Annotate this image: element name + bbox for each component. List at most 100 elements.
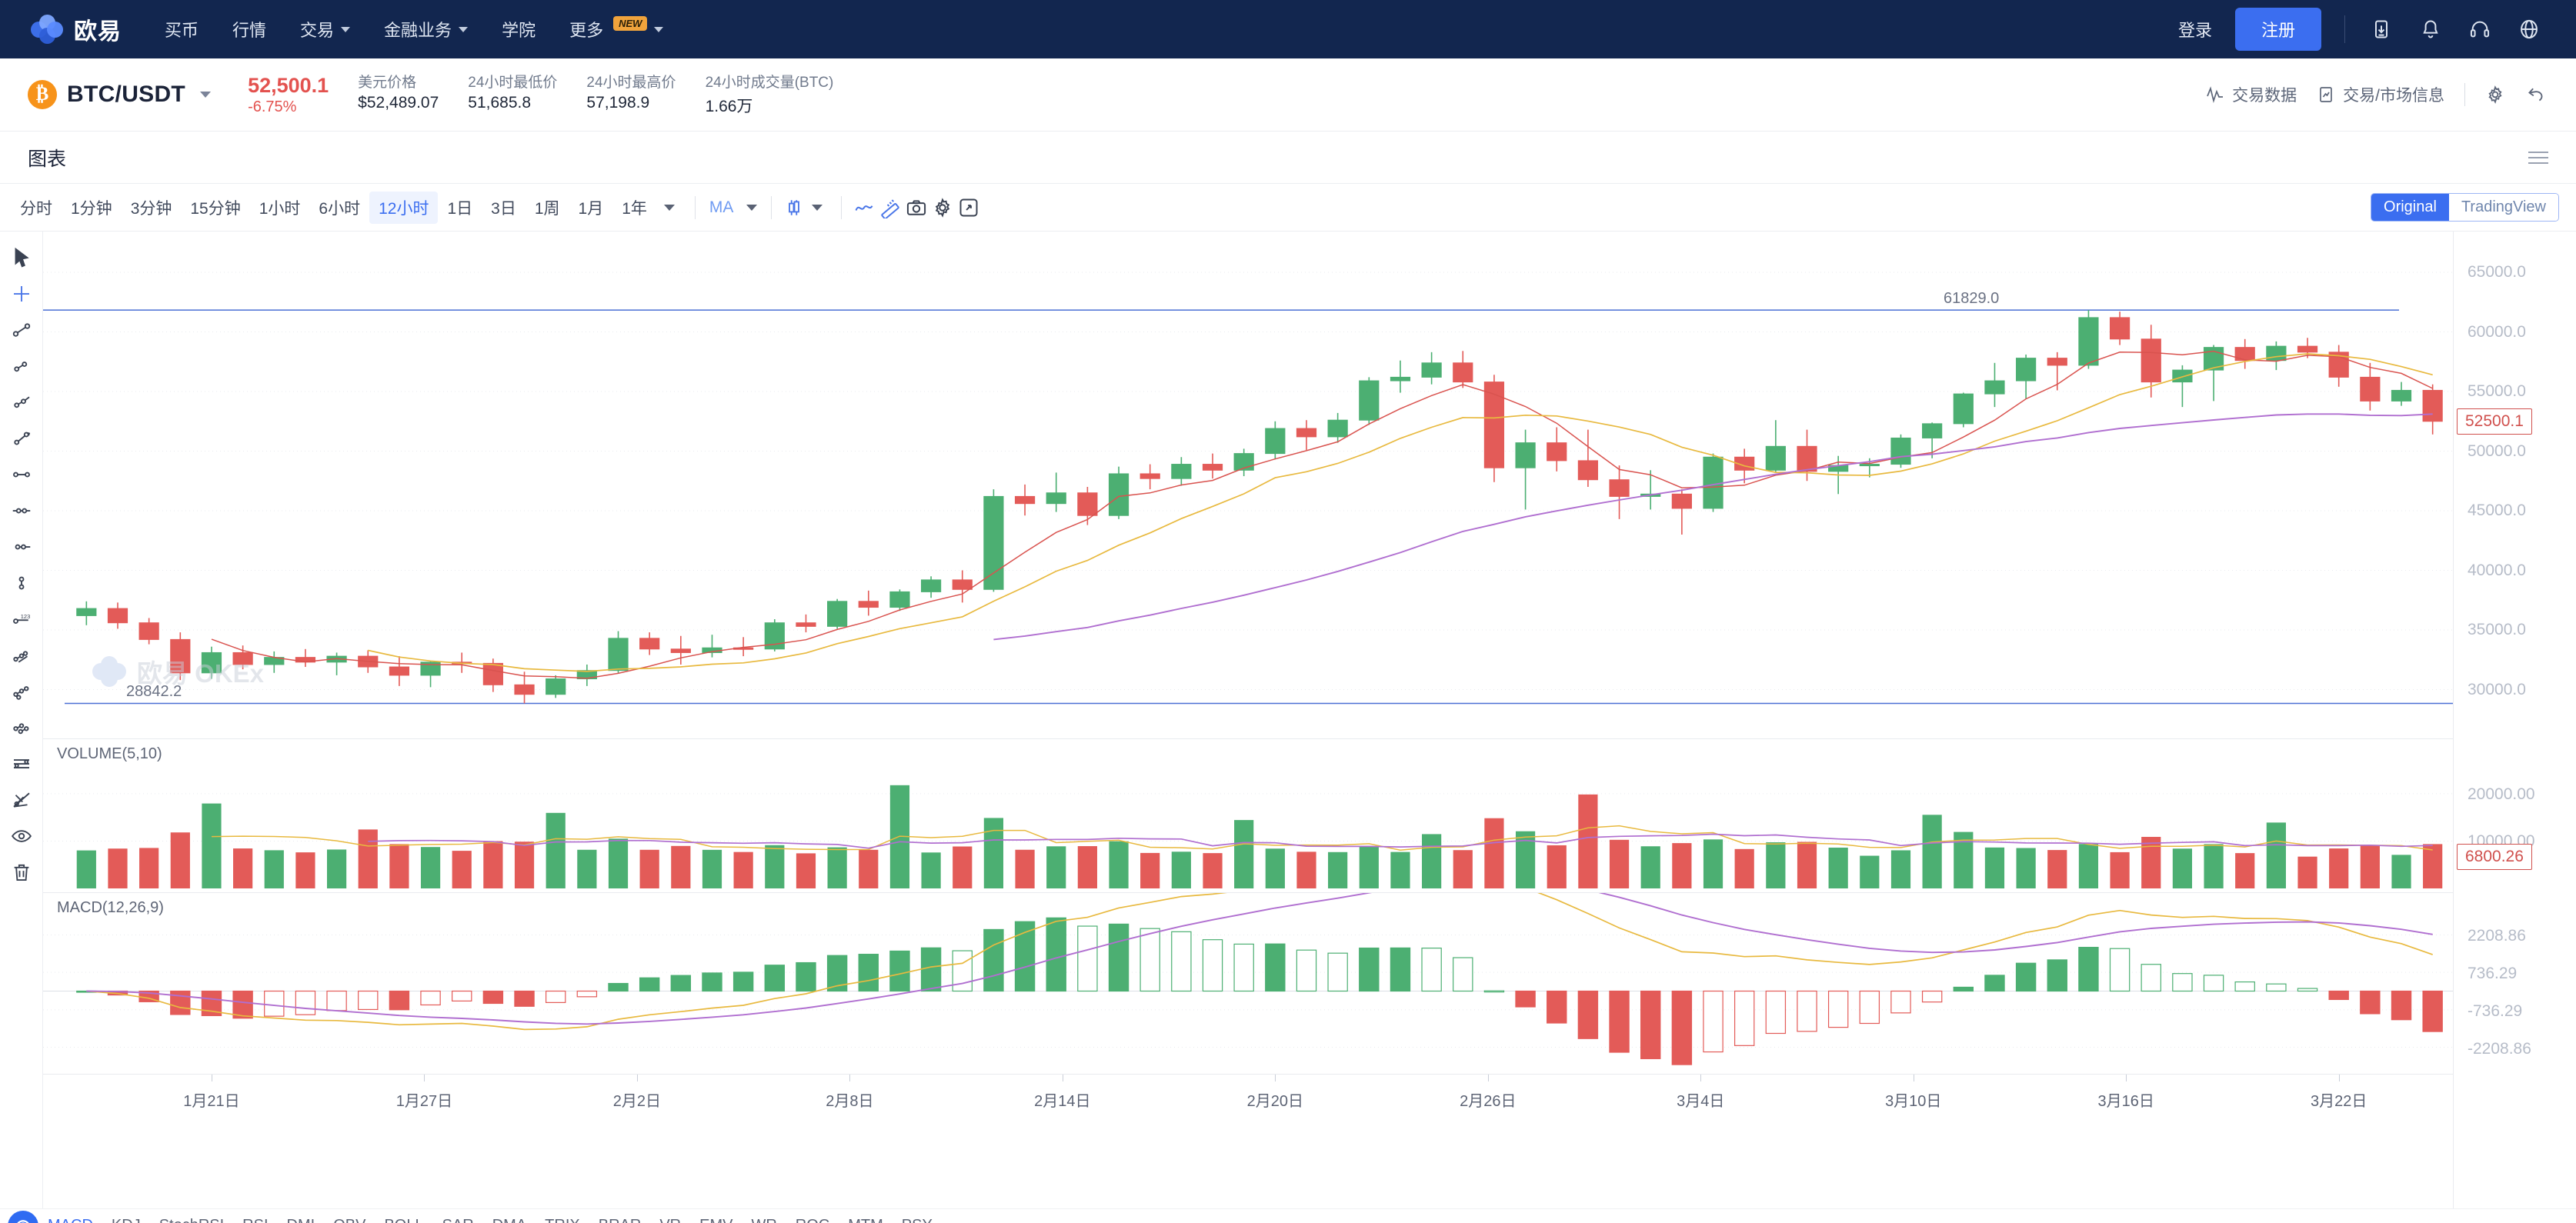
indicator-tab-rsi[interactable]: RSI: [242, 1217, 268, 1223]
nav-item-2[interactable]: 交易: [300, 17, 351, 42]
fib-retracement-icon[interactable]: [3, 745, 40, 781]
timeframe-2[interactable]: 3分钟: [130, 199, 172, 218]
nav-item-3[interactable]: 金融业务: [384, 17, 469, 42]
price-panel[interactable]: 欧易 OKEx 61829.0 28842.2: [43, 232, 2453, 739]
page-title: 图表: [28, 148, 67, 170]
fib-grid-icon[interactable]: [3, 781, 40, 818]
ticker-stat-value: 1.66万: [705, 98, 753, 116]
brand-logo-group[interactable]: 欧易: [31, 12, 122, 46]
trade-data-button[interactable]: 交易数据: [2206, 83, 2297, 106]
timeframe-more-icon[interactable]: [663, 204, 675, 211]
chevron-down-icon[interactable]: [459, 26, 469, 32]
timeframe-8[interactable]: 3日: [491, 199, 516, 218]
indicator-tab-emv[interactable]: EMV: [699, 1217, 732, 1223]
timeframe-4[interactable]: 1小时: [259, 199, 301, 218]
chevron-down-icon[interactable]: [341, 26, 351, 32]
indicator-tab-brar[interactable]: BRAR: [599, 1217, 642, 1223]
camera-icon[interactable]: [903, 195, 929, 221]
candlestick-chevron-down-icon[interactable]: [812, 204, 823, 211]
horizontal-segment-icon[interactable]: [3, 456, 40, 492]
indicator-tab-macd[interactable]: MACD: [48, 1217, 93, 1223]
timeframe-5[interactable]: 6小时: [319, 199, 361, 218]
nav-item-label: 学院: [502, 21, 536, 40]
horizontal-line-icon[interactable]: [3, 528, 40, 565]
headset-icon[interactable]: [2467, 16, 2493, 42]
nav-item-label: 更多: [569, 21, 604, 40]
bitcoin-icon: ₿: [28, 80, 57, 109]
fib-fan-icon[interactable]: [3, 709, 40, 745]
ticker-stat-label: 24小时最高价: [586, 74, 676, 91]
undo-button[interactable]: [2525, 85, 2545, 105]
indicator-tab-dma[interactable]: DMA: [492, 1217, 526, 1223]
price-label-icon[interactable]: 123: [3, 601, 40, 637]
globe-icon[interactable]: [2516, 16, 2542, 42]
ray-icon[interactable]: [3, 384, 40, 420]
vertical-line-icon[interactable]: [3, 565, 40, 601]
parallel-channel-icon[interactable]: [3, 637, 40, 673]
last-price-value: 52,500.1: [248, 73, 329, 97]
chart-plots[interactable]: 欧易 OKEx 61829.0 28842.2 VOLUME(5,10) MAC…: [43, 232, 2453, 1208]
chevron-down-icon[interactable]: [654, 26, 664, 32]
pitchfork-icon[interactable]: [3, 673, 40, 709]
timeframe-11[interactable]: 1年: [622, 199, 647, 218]
cursor-icon[interactable]: [3, 239, 40, 275]
indicator-tab-vr[interactable]: VR: [659, 1217, 681, 1223]
trash-icon[interactable]: [3, 854, 40, 890]
horizontal-ray-icon[interactable]: [3, 492, 40, 528]
macd-tick-0: 2208.86: [2468, 927, 2526, 945]
pair-selector[interactable]: ₿ BTC/USDT: [28, 80, 212, 109]
indicator-tab-mtm[interactable]: MTM: [848, 1217, 883, 1223]
timeframe-7[interactable]: 1日: [447, 199, 473, 218]
indicator-tab-stochrsi[interactable]: StochRSI: [159, 1217, 224, 1223]
login-button[interactable]: 登录: [2177, 21, 2212, 40]
view-mode-original[interactable]: Original: [2371, 194, 2449, 221]
view-mode-toggle[interactable]: Original TradingView: [2371, 193, 2559, 222]
ma-chevron-down-icon[interactable]: [746, 204, 758, 211]
nav-item-0[interactable]: 买币: [165, 17, 199, 42]
macd-panel[interactable]: MACD(12,26,9): [43, 893, 2453, 1074]
nav-item-5[interactable]: 更多 NEW: [569, 15, 664, 42]
indicator-tab-roc[interactable]: ROC: [796, 1217, 829, 1223]
crosshair-icon[interactable]: [3, 275, 40, 312]
fullscreen-icon[interactable]: [956, 195, 982, 221]
panel-menu-icon[interactable]: [2528, 151, 2548, 164]
visibility-eye-icon[interactable]: [3, 818, 40, 854]
indicator-tab-psy[interactable]: PSY: [902, 1217, 933, 1223]
indicator-tab-kdj[interactable]: KDJ: [112, 1217, 141, 1223]
timeframe-1[interactable]: 1分钟: [71, 199, 112, 218]
price-chart-svg: [43, 272, 2453, 705]
date-label-8: 3月10日: [1885, 1093, 1942, 1110]
indicator-tab-boll[interactable]: BOLL: [384, 1217, 423, 1223]
download-icon[interactable]: [2368, 16, 2394, 42]
wave-line-icon[interactable]: [851, 195, 877, 221]
timeframe-3[interactable]: 15分钟: [190, 199, 241, 218]
timeframe-0[interactable]: 分时: [20, 199, 52, 218]
macd-tick-2: -736.29: [2468, 1001, 2523, 1020]
indicator-tab-sar[interactable]: SAR: [442, 1217, 474, 1223]
market-info-button[interactable]: 交易/市场信息: [2317, 83, 2444, 106]
settings-button[interactable]: [2485, 85, 2505, 105]
ma-indicator-button[interactable]: MA: [705, 195, 762, 220]
nav-item-1[interactable]: 行情: [232, 17, 266, 42]
trend-line-icon[interactable]: [3, 312, 40, 348]
bell-icon[interactable]: [2418, 16, 2444, 42]
arrow-line-icon[interactable]: [3, 420, 40, 456]
timeframe-6[interactable]: 12小时: [369, 191, 439, 224]
ruler-icon[interactable]: [877, 195, 903, 221]
indicator-tab-wr[interactable]: WR: [751, 1217, 776, 1223]
timeframe-9[interactable]: 1周: [534, 199, 560, 218]
volume-panel[interactable]: VOLUME(5,10): [43, 739, 2453, 893]
candlestick-icon[interactable]: [781, 195, 807, 221]
timeframe-10[interactable]: 1月: [578, 199, 604, 218]
volume-panel-label: VOLUME(5,10): [57, 745, 162, 762]
indicator-tab-trix[interactable]: TRIX: [545, 1217, 580, 1223]
chevron-down-icon[interactable]: [200, 92, 212, 98]
chart-settings-gear-icon[interactable]: [929, 195, 956, 221]
indicator-tab-obv[interactable]: OBV: [333, 1217, 365, 1223]
price-axis[interactable]: 65000.0 60000.0 55000.0 50000.0 45000.0 40000…: [2453, 232, 2576, 1208]
view-mode-tradingview[interactable]: TradingView: [2448, 194, 2558, 221]
nav-item-4[interactable]: 学院: [502, 17, 536, 42]
indicator-tab-dmi[interactable]: DMI: [287, 1217, 315, 1223]
segment-icon[interactable]: [3, 348, 40, 384]
register-button[interactable]: 注册: [2234, 8, 2321, 51]
